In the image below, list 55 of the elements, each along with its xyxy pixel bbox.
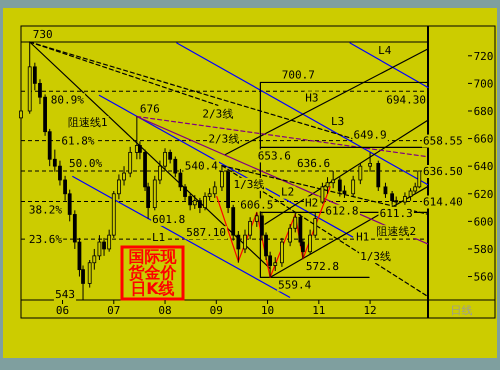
y-tick-label: 600 <box>474 215 494 228</box>
y-tick-label: 720 <box>474 50 494 63</box>
annotation: 611.3 <box>380 206 413 220</box>
x-tick-label: 06 <box>56 304 70 317</box>
annotation: 2/3线 <box>208 132 240 146</box>
annotation: 2/3线 <box>202 107 234 120</box>
y-tick-label: 700 <box>474 77 494 90</box>
annotation: L3 <box>330 115 344 128</box>
annotation: 阻速线2 <box>376 225 416 238</box>
annotation: 601.8 <box>152 212 186 226</box>
x-tick-label: 08 <box>158 304 172 317</box>
annotation: 676 <box>140 102 160 116</box>
annotation: 606.5 <box>240 198 274 212</box>
y-tick-label: 580 <box>474 242 494 256</box>
annotation: L1 <box>152 230 166 244</box>
x-tick-label: 07 <box>107 304 120 317</box>
annotation: H1 <box>356 230 370 244</box>
ref-line-label: 658.55 <box>423 134 463 148</box>
annotation: 612.8 <box>325 204 359 218</box>
x-tick-label: 10 <box>260 304 274 317</box>
annotation: L2 <box>281 186 294 199</box>
annotation: 543 <box>55 288 76 301</box>
annotation: 国际现货金价日K线 <box>128 247 178 298</box>
annotation: 540.4 <box>184 160 218 173</box>
annotation: 653.6 <box>258 149 291 162</box>
annotation: 649.9 <box>354 128 387 142</box>
x-tick-label: 09 <box>210 304 223 317</box>
y-tick-label: 660 <box>474 132 494 146</box>
annotation: 38.2% <box>28 203 62 216</box>
ref-line-label: 614.40 <box>423 195 463 208</box>
ref-line-label: 636.50 <box>423 165 463 178</box>
annotation: 636.6 <box>297 156 330 170</box>
annotation: 700.7 <box>282 68 315 82</box>
annotation: L4 <box>378 44 392 58</box>
annotation: 80.9% <box>50 93 84 106</box>
ref-line-label: 587.10 <box>186 226 226 240</box>
y-tick-label: 680 <box>474 104 494 118</box>
annotation: 50.0% <box>69 157 103 170</box>
annotation: 23.6% <box>28 233 62 246</box>
annotation: 1/3线 <box>234 178 264 191</box>
annotation: H2 <box>305 196 318 210</box>
y-tick-label: 560 <box>474 270 494 284</box>
annotation: 730 <box>32 28 53 41</box>
annotation: 1/3线 <box>360 250 392 264</box>
annotation: 61.8% <box>61 134 95 148</box>
y-tick-label: 640 <box>474 160 494 174</box>
x-tick-label: 12 <box>363 304 377 317</box>
x-axis-title: 日线 <box>450 304 472 317</box>
y-tick-label: 620 <box>474 188 494 201</box>
x-tick-label: 11 <box>312 304 326 317</box>
annotation: 阻速线1 <box>68 116 108 130</box>
ref-line-label: 694.30 <box>386 93 426 106</box>
annotation: 559.4 <box>278 278 312 292</box>
annotation: 572.8 <box>306 260 340 273</box>
annotation: H3 <box>305 91 318 104</box>
